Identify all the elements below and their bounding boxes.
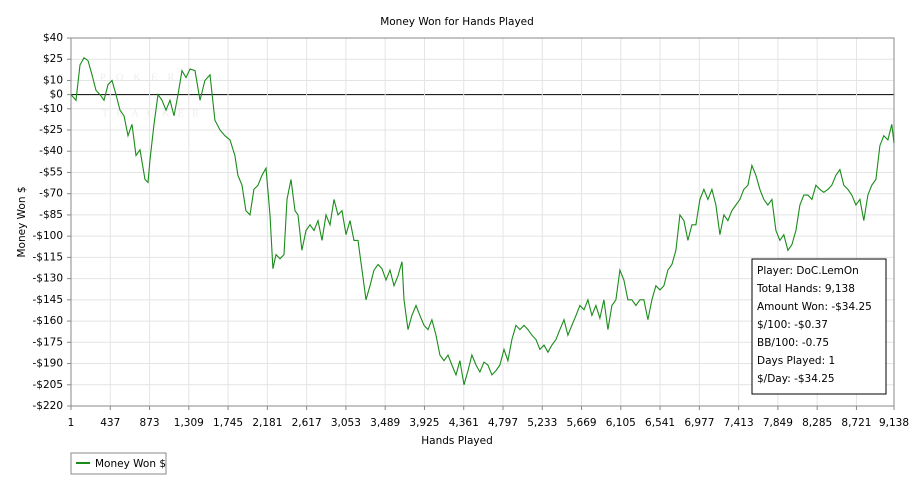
legend-label: Money Won $ (95, 458, 166, 470)
stats-line: Player: DoC.LemOn (757, 265, 859, 277)
stats-line: BB/100: -0.75 (757, 337, 829, 349)
y-tick-label: -$160 (32, 315, 63, 327)
x-tick-label: 3,489 (370, 417, 400, 429)
stats-box (751, 258, 887, 395)
x-tick-label: 1,309 (174, 417, 204, 429)
y-tick-label: -$85 (39, 209, 63, 221)
y-tick-label: -$55 (39, 166, 63, 178)
y-tick-label: -$100 (32, 230, 63, 242)
y-tick-label: $25 (43, 53, 63, 65)
stats-line: Amount Won: -$34.25 (757, 301, 872, 313)
y-tick-label: $40 (43, 32, 63, 44)
x-tick-label: 8,285 (802, 417, 832, 429)
x-tick-label: 5,233 (527, 417, 557, 429)
x-tick-label: 2,181 (252, 417, 282, 429)
x-axis-label: Hands Played (421, 435, 492, 447)
y-tick-label: -$220 (32, 400, 63, 412)
y-tick-label: -$40 (39, 145, 63, 157)
y-tick-label: -$115 (32, 251, 63, 263)
y-tick-label: -$205 (32, 379, 63, 391)
y-tick-label: -$10 (39, 103, 63, 115)
data-line (70, 57, 895, 385)
x-tick-label: 8,721 (841, 417, 871, 429)
x-tick-label: 6,977 (684, 417, 714, 429)
x-tick-label: 2,617 (292, 417, 322, 429)
watermark: TRACKER (102, 108, 207, 119)
x-tick-label: 1 (68, 417, 75, 429)
x-tick-label: 1,745 (213, 417, 243, 429)
plot-frame (70, 37, 895, 407)
y-tick-label: -$70 (39, 188, 63, 200)
x-tick-label: 9,138 (879, 417, 909, 429)
y-tick-label: $0 (50, 89, 63, 101)
y-tick-label: $10 (43, 74, 63, 86)
x-tick-label: 873 (140, 417, 160, 429)
y-tick-label: -$175 (32, 336, 63, 348)
x-tick-label: 7,849 (763, 417, 793, 429)
y-tick-label: -$145 (32, 294, 63, 306)
watermark: POKER (100, 72, 184, 83)
y-axis-label: Money Won $ (16, 186, 28, 257)
x-tick-label: 3,925 (409, 417, 439, 429)
chart-title: Money Won for Hands Played (380, 16, 534, 28)
y-tick-label: -$130 (32, 273, 63, 285)
stats-line: Days Played: 1 (757, 355, 835, 367)
x-tick-label: 3,053 (331, 417, 361, 429)
x-tick-label: 4,797 (488, 417, 518, 429)
x-tick-label: 7,413 (724, 417, 754, 429)
x-tick-label: 4,361 (449, 417, 479, 429)
y-tick-label: -$190 (32, 358, 63, 370)
x-tick-label: 5,669 (567, 417, 597, 429)
legend-box (70, 452, 167, 475)
x-tick-label: 6,105 (606, 417, 636, 429)
x-tick-label: 6,541 (645, 417, 675, 429)
stats-line: Total Hands: 9,138 (756, 283, 855, 295)
stats-line: $/100: -$0.37 (757, 319, 828, 331)
x-tick-label: 437 (100, 417, 120, 429)
y-tick-label: -$25 (39, 124, 63, 136)
stats-line: $/Day: -$34.25 (757, 373, 835, 385)
